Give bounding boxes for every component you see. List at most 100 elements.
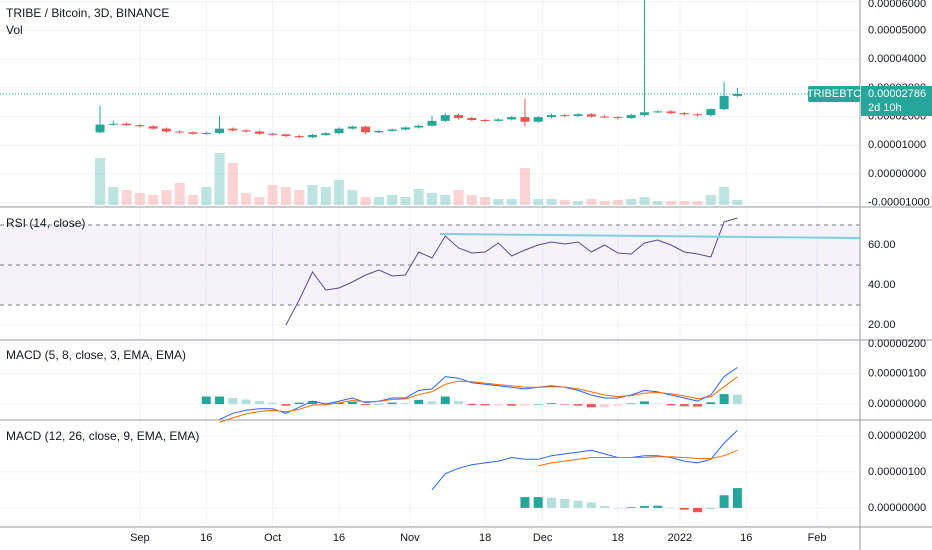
volume-bar <box>493 199 504 205</box>
candle-body <box>268 133 278 135</box>
histogram-bar <box>361 404 371 406</box>
candle-body <box>321 133 331 135</box>
candle-body <box>706 109 716 116</box>
volume-bar <box>453 190 464 205</box>
volume-bar <box>360 197 371 205</box>
x-tick-label: 16 <box>333 532 345 544</box>
candle-body <box>719 95 729 110</box>
volume-bar <box>679 201 690 205</box>
histogram-bar <box>294 402 304 405</box>
histogram-bar <box>507 404 517 406</box>
y-tick-label: 0.00000100 <box>868 367 926 379</box>
histogram-bar <box>387 402 397 405</box>
candle-body <box>122 123 132 126</box>
candle-body <box>427 120 437 126</box>
chart-title: TRIBE / Bitcoin, 3D, BINANCE <box>6 6 169 20</box>
volume-bar <box>480 197 491 205</box>
x-tick-label: 18 <box>479 532 491 544</box>
volume-bar <box>307 185 318 205</box>
last-price-label: 0.00002786 <box>868 88 926 100</box>
y-tick-label: 0.00004000 <box>868 53 926 65</box>
x-tick-label: Feb <box>808 532 827 544</box>
histogram-bar <box>201 396 211 405</box>
candle-body <box>374 130 384 133</box>
y-tick-label: 40.00 <box>868 279 896 291</box>
histogram-bar <box>427 401 437 405</box>
volume-bar <box>320 187 331 205</box>
rsi-title: RSI (14, close) <box>6 216 85 230</box>
volume-bar <box>334 180 345 205</box>
y-tick-label: 20.00 <box>868 319 896 331</box>
candle-body <box>546 115 556 118</box>
histogram-bar <box>732 488 742 508</box>
x-tick-label: Nov <box>400 532 420 544</box>
histogram-bar <box>254 401 264 405</box>
volume-bar <box>652 201 663 205</box>
histogram-bar <box>719 495 729 508</box>
indicator-line <box>538 449 738 467</box>
volume-bar <box>280 187 291 205</box>
volume-bar <box>227 163 238 205</box>
y-tick-label: 0.00000000 <box>868 502 926 514</box>
histogram-bar <box>719 394 729 405</box>
y-tick-label: 60.00 <box>868 239 896 251</box>
indicator-line <box>439 233 861 239</box>
volume-bar <box>148 195 159 205</box>
volume-bar <box>639 197 650 205</box>
volume-bar <box>599 201 610 205</box>
candle-body <box>732 93 742 96</box>
volume-bar <box>426 193 437 205</box>
candle-body <box>215 128 225 133</box>
volume-bar <box>108 187 119 205</box>
candle-body <box>188 132 198 134</box>
histogram-bar <box>241 399 251 405</box>
volume-bar <box>705 195 716 205</box>
indicator-line <box>219 376 738 423</box>
histogram-bar <box>228 398 238 405</box>
histogram-bar <box>520 404 530 406</box>
price-badge <box>861 85 932 116</box>
y-tick-label: 0.00001000 <box>868 139 926 151</box>
candle-body <box>613 117 623 119</box>
histogram-bar <box>732 394 742 405</box>
histogram-bar <box>560 498 570 508</box>
candle-body <box>666 111 676 114</box>
histogram-bar <box>586 502 596 508</box>
candle-body <box>653 111 663 113</box>
histogram-bar <box>281 404 291 406</box>
histogram-bar <box>613 507 623 509</box>
candle-body <box>679 113 689 115</box>
candle-body <box>693 114 703 116</box>
histogram-bar <box>454 401 464 405</box>
indicator-line <box>219 367 738 420</box>
rsi-band <box>0 225 860 305</box>
histogram-bar <box>520 497 530 508</box>
candle-body <box>361 126 371 133</box>
volume-bar <box>612 200 623 205</box>
x-tick-label: 16 <box>200 532 212 544</box>
candle-body <box>507 117 517 120</box>
candle-body <box>228 128 238 131</box>
histogram-bar <box>467 404 477 406</box>
candle-body <box>108 123 118 125</box>
histogram-bar <box>573 500 583 508</box>
candle-body <box>440 115 450 121</box>
volume-bar <box>134 193 145 205</box>
candle-body <box>281 134 291 137</box>
y-tick-label: 0.00000100 <box>868 466 926 478</box>
y-tick-label: 0.00000000 <box>868 398 926 410</box>
volume-bar <box>626 199 637 205</box>
candle-body <box>573 114 583 116</box>
histogram-bar <box>533 404 543 405</box>
volume-bar <box>559 200 570 205</box>
histogram-bar <box>679 404 689 407</box>
indicator-line <box>285 217 738 326</box>
volume-bar <box>533 199 544 205</box>
volume-bar <box>506 199 517 205</box>
volume-bar <box>267 185 278 205</box>
histogram-bar <box>626 507 636 508</box>
candle-body <box>493 119 503 121</box>
volume-bar <box>121 190 132 205</box>
